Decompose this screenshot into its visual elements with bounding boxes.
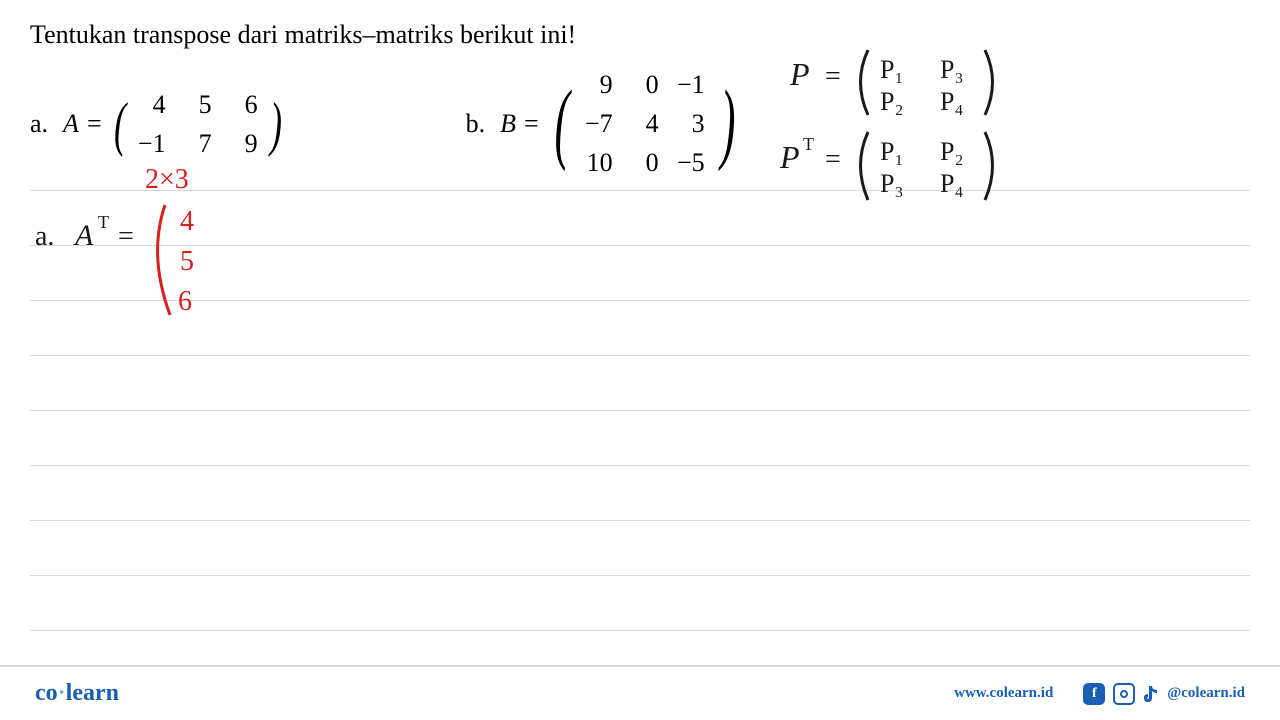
pt-variable: P	[779, 139, 800, 175]
p-equals: =	[825, 61, 841, 92]
pt-cell: P₂	[940, 137, 964, 166]
answer-a-label: a.	[35, 221, 54, 252]
tiktok-icon[interactable]	[1143, 684, 1159, 704]
answer-a-val: 4	[180, 206, 194, 237]
answer-a-val: 5	[180, 246, 194, 277]
answer-a-var: A	[73, 219, 94, 252]
p-variable: P	[789, 56, 810, 92]
p-paren-left	[861, 50, 869, 115]
answer-a-equals: =	[118, 221, 134, 252]
pt-paren-right	[985, 132, 993, 200]
p-paren-right	[985, 50, 993, 115]
dim-note: 2×3	[145, 164, 189, 195]
social-links: f @colearn.id	[1083, 683, 1245, 705]
pt-cell: P₃	[880, 169, 904, 198]
logo-part1: co	[35, 680, 58, 706]
p-cell: P₃	[940, 55, 964, 84]
p-cell: P₂	[880, 87, 904, 116]
pt-cell: P₄	[940, 169, 964, 198]
red-paren	[158, 205, 170, 315]
answer-a-val: 6	[178, 286, 192, 317]
facebook-icon[interactable]: f	[1083, 683, 1105, 705]
pt-equals: =	[825, 144, 841, 175]
logo-part2: learn	[66, 680, 119, 706]
pt-paren-left	[861, 132, 869, 200]
website-link[interactable]: www.colearn.id	[954, 685, 1053, 702]
pt-transpose: T	[803, 134, 814, 154]
footer: co·learn www.colearn.id f @colearn.id	[0, 665, 1280, 720]
social-handle: @colearn.id	[1167, 685, 1245, 702]
footer-right: www.colearn.id f @colearn.id	[954, 683, 1245, 705]
instagram-icon[interactable]	[1113, 683, 1135, 705]
p-cell: P₁	[880, 55, 904, 84]
answer-a-transpose: T	[98, 212, 109, 232]
handwriting-layer: 2×3 a. A T = 4 5 6 P = P₁ P₃ P₂ P₄ P T =…	[0, 0, 1280, 720]
pt-cell: P₁	[880, 137, 904, 166]
p-cell: P₄	[940, 87, 964, 116]
logo: co·learn	[35, 680, 119, 707]
